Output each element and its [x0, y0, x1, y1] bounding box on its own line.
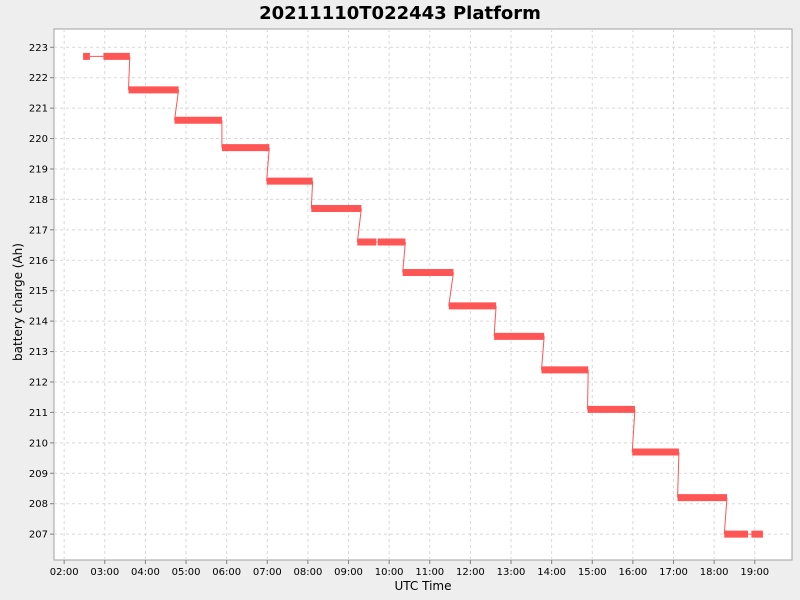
y-tick-label: 214 [29, 317, 48, 328]
series-connector [493, 305, 497, 337]
x-tick-label: 18:00 [700, 567, 729, 578]
y-axis-ticks: 207 208 209 210 211 212 213 214 215 216 217 218 219 2… [29, 43, 54, 541]
x-tick-label: 16:00 [618, 567, 647, 578]
x-tick-label: 17:00 [659, 567, 688, 578]
series-connectors [89, 55, 752, 535]
y-tick-label: 223 [29, 43, 48, 54]
series-connector [174, 89, 180, 121]
x-tick-label: 05:00 [172, 567, 201, 578]
series-connector [677, 451, 680, 498]
x-axis-label: UTC Time [395, 579, 452, 593]
series-segments [83, 52, 763, 538]
x-tick-label: 11:00 [415, 567, 444, 578]
y-tick-label: 210 [29, 438, 48, 449]
y-tick-label: 209 [29, 469, 48, 480]
y-tick-label: 220 [29, 134, 48, 145]
x-tick-label: 13:00 [497, 567, 526, 578]
y-tick-label: 211 [29, 408, 48, 419]
x-tick-label: 14:00 [537, 567, 566, 578]
x-tick-label: 15:00 [578, 567, 607, 578]
plot-area [53, 28, 793, 561]
y-axis-label: battery charge (Ah) [11, 243, 25, 361]
x-tick-label: 09:00 [334, 567, 363, 578]
y-tick-label: 208 [29, 499, 48, 510]
series-connector [310, 181, 314, 209]
y-tick-label: 217 [29, 225, 48, 236]
series-connector [266, 147, 270, 182]
y-tick-label: 213 [29, 347, 48, 358]
x-tick-label: 06:00 [212, 567, 241, 578]
series-connector [587, 369, 589, 410]
x-axis-ticks: 02:00 03:00 04:00 05:00 06:00 07:00 08:00 09:00… [50, 560, 769, 578]
series-connector [540, 336, 545, 370]
x-tick-label: 08:00 [293, 567, 322, 578]
y-tick-label: 207 [29, 530, 48, 541]
y-tick-label: 222 [29, 73, 48, 84]
y-tick-label: 219 [29, 164, 48, 175]
grid-lines [54, 29, 792, 560]
series-connector [356, 208, 362, 243]
y-tick-label: 212 [29, 377, 48, 388]
y-tick-label: 218 [29, 195, 48, 206]
chart-title: 20211110T022443 Platform [259, 3, 541, 24]
series-connector [631, 409, 636, 453]
x-tick-label: 10:00 [375, 567, 404, 578]
y-tick-label: 215 [29, 286, 48, 297]
series-connector [127, 56, 131, 90]
series-connector [448, 272, 454, 306]
y-tick-label: 221 [29, 104, 48, 115]
x-tick-label: 12:00 [456, 567, 485, 578]
x-tick-label: 07:00 [253, 567, 282, 578]
x-tick-label: 02:00 [50, 567, 79, 578]
y-tick-label: 216 [29, 256, 48, 267]
x-tick-label: 04:00 [131, 567, 160, 578]
x-tick-label: 19:00 [740, 567, 769, 578]
x-tick-label: 03:00 [90, 567, 119, 578]
series-connector [402, 241, 406, 273]
series-connector [723, 497, 728, 535]
